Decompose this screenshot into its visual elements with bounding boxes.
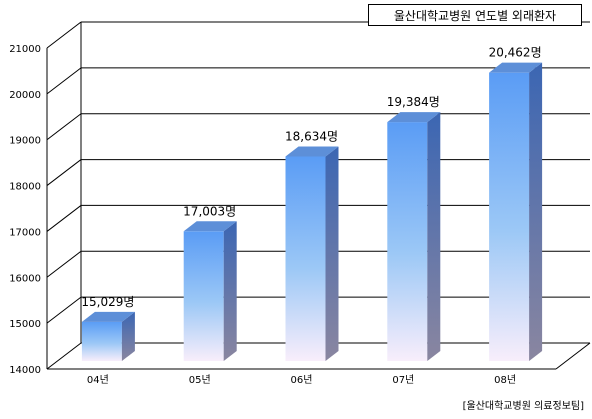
bar-front (285, 156, 326, 361)
bar-side (529, 62, 543, 361)
gridline-side (46, 296, 82, 324)
bar-side (325, 146, 339, 361)
x-tick-label: 06년 (291, 374, 313, 386)
chart-title: 울산대학교병원 연도별 외래환자 (368, 4, 582, 26)
y-tick-label: 21000 (9, 44, 41, 55)
gridline-side (46, 205, 82, 232)
bars (81, 62, 543, 362)
axes (46, 22, 591, 370)
bar-front (489, 72, 530, 361)
data-label: 19,384명 (387, 95, 440, 109)
y-tick-label: 18000 (9, 182, 41, 193)
data-label: 15,029명 (81, 295, 134, 309)
x-tick-label: 08년 (494, 374, 516, 386)
labels: 14000 15000 16000 17000 18000 19000 20000 21000… (9, 44, 541, 386)
gridline-side (46, 67, 82, 95)
bar-top (387, 112, 441, 123)
y-tick-label: 14000 (9, 365, 41, 376)
data-label: 20,462명 (489, 46, 542, 60)
data-label: 18,634명 (285, 129, 338, 143)
y-tick-label: 15000 (9, 319, 41, 330)
gridline-side (46, 113, 82, 141)
floor-right-edge (555, 342, 591, 370)
bar-side (223, 221, 237, 361)
bar-top (285, 146, 339, 157)
bar-front (81, 321, 122, 361)
gridline-side (46, 250, 82, 278)
y-tick-label: 19000 (9, 136, 41, 147)
x-tick-label: 05년 (189, 374, 211, 386)
bar-top (81, 311, 135, 322)
bar-front (183, 231, 224, 361)
x-tick-label: 07년 (392, 374, 414, 386)
data-label: 17,003명 (183, 204, 236, 218)
y-tick-label: 20000 (9, 90, 41, 101)
bar-top (489, 62, 543, 73)
y-tick-label: 16000 (9, 273, 41, 284)
bar-top (183, 221, 237, 232)
bar-front (387, 122, 428, 362)
bar-side (121, 311, 135, 361)
bar-side (427, 112, 441, 362)
source-note: [울산대학교병원 의료정보팀] (462, 401, 584, 412)
gridline-side (46, 342, 82, 370)
x-tick-label: 04년 (87, 374, 109, 386)
y-tick-label: 17000 (9, 227, 41, 238)
gridline-side (46, 21, 82, 49)
gridline-side (46, 159, 82, 186)
